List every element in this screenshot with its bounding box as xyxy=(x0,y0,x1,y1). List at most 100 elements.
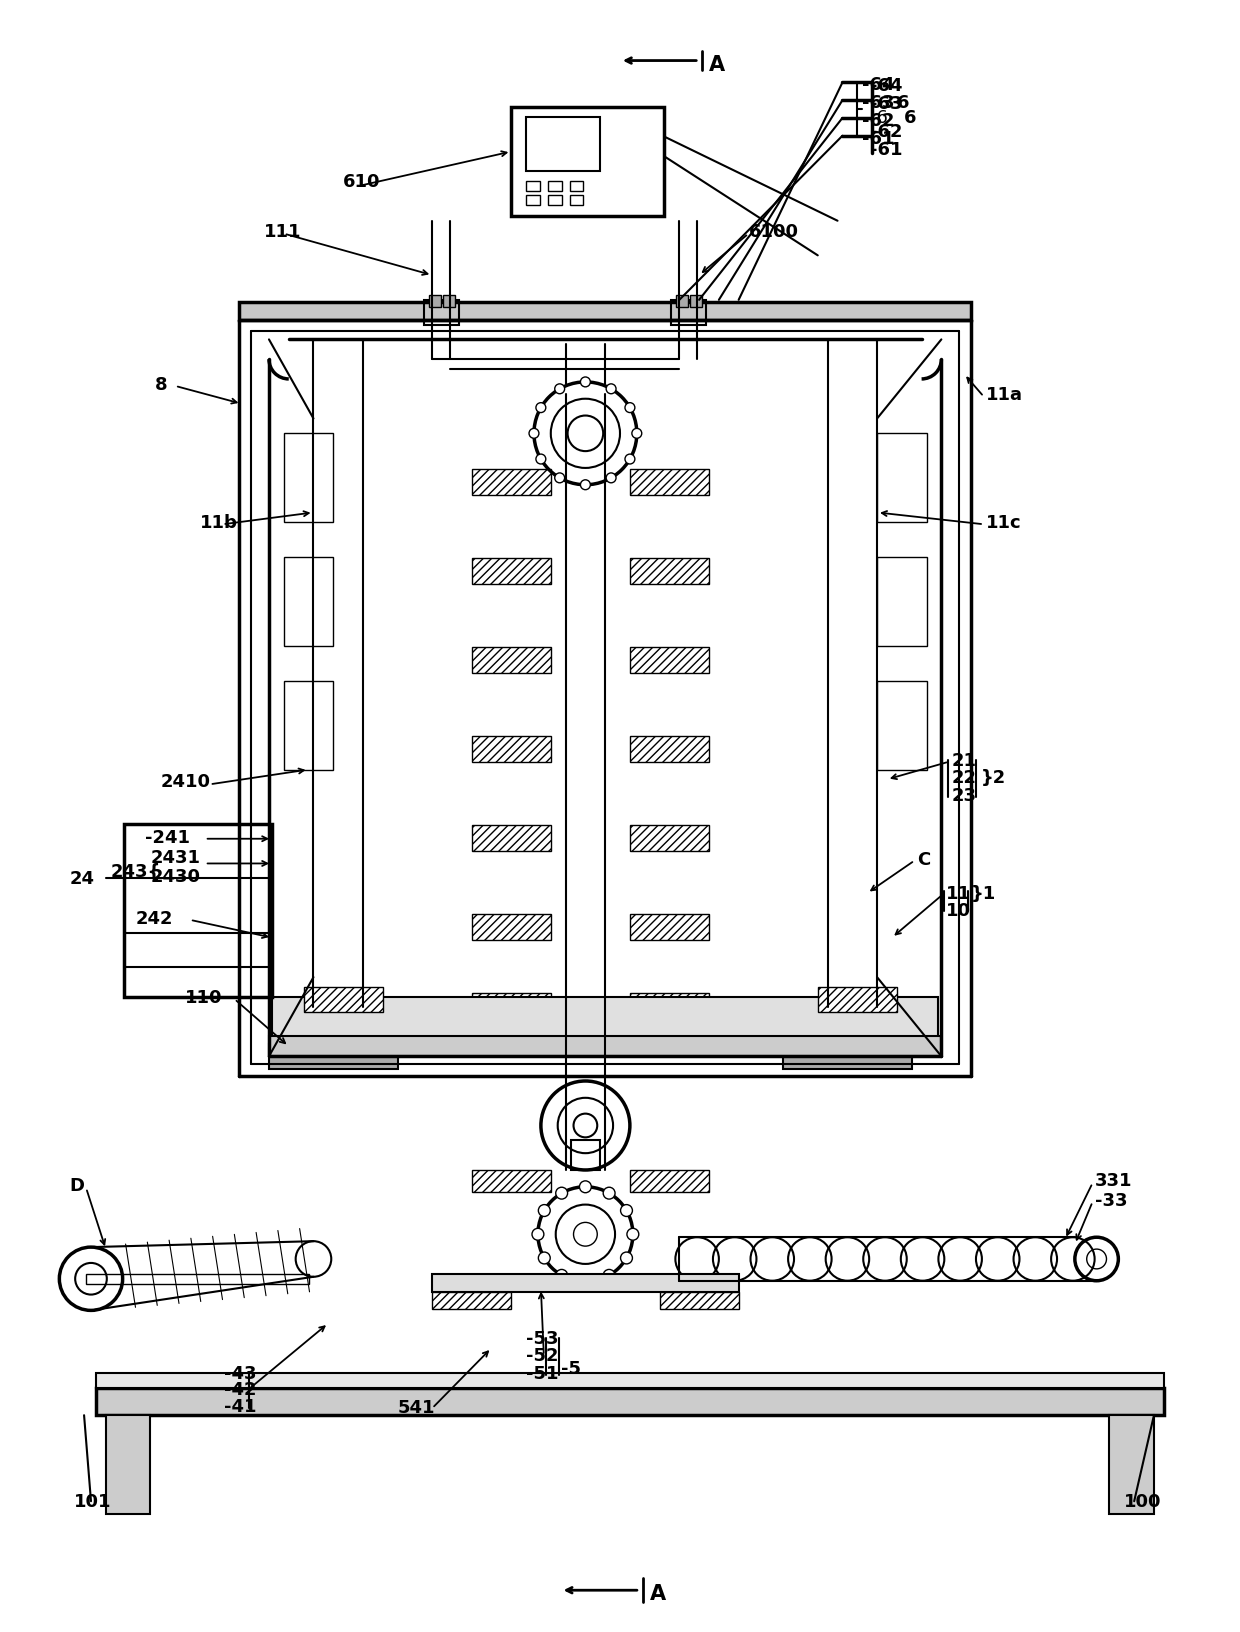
Bar xyxy=(429,295,441,307)
Circle shape xyxy=(627,1229,639,1240)
Circle shape xyxy=(632,429,642,439)
Bar xyxy=(671,300,706,325)
Bar xyxy=(471,736,551,762)
Bar xyxy=(471,470,551,496)
Bar xyxy=(877,681,926,770)
Text: 2431: 2431 xyxy=(150,849,201,867)
Bar xyxy=(630,648,709,674)
Text: -5: -5 xyxy=(560,1359,580,1377)
Bar xyxy=(471,648,551,674)
Bar xyxy=(630,558,709,584)
Bar xyxy=(272,997,939,1046)
Text: 111: 111 xyxy=(264,222,301,240)
Circle shape xyxy=(538,1252,551,1265)
Bar xyxy=(269,1036,941,1056)
Bar xyxy=(294,1012,383,1041)
Bar xyxy=(630,736,709,762)
Text: 100: 100 xyxy=(1125,1492,1162,1510)
Bar xyxy=(239,302,971,320)
Circle shape xyxy=(625,403,635,413)
Circle shape xyxy=(536,455,546,465)
Bar xyxy=(630,1170,709,1191)
Bar xyxy=(471,826,551,850)
Text: }1: }1 xyxy=(971,885,996,902)
Bar xyxy=(676,295,688,307)
Text: -61: -61 xyxy=(862,129,895,147)
Bar xyxy=(1110,1415,1154,1514)
Circle shape xyxy=(529,429,539,439)
Bar xyxy=(95,1373,1164,1387)
Bar xyxy=(526,118,600,173)
Bar xyxy=(817,987,897,1012)
Text: 610: 610 xyxy=(343,173,381,191)
Text: 6: 6 xyxy=(897,95,909,113)
Bar xyxy=(471,1170,551,1191)
Circle shape xyxy=(603,1188,615,1200)
Circle shape xyxy=(579,1182,591,1193)
Circle shape xyxy=(606,473,616,483)
Circle shape xyxy=(538,1204,551,1217)
Text: 541: 541 xyxy=(398,1399,435,1417)
Text: 2410: 2410 xyxy=(160,774,211,792)
Text: -63: -63 xyxy=(862,95,895,113)
Bar xyxy=(526,196,539,206)
Bar xyxy=(95,1387,1164,1415)
Text: D: D xyxy=(69,1177,84,1195)
Text: -53: -53 xyxy=(526,1330,558,1348)
Bar xyxy=(630,826,709,850)
Bar xyxy=(284,434,334,522)
Bar xyxy=(124,824,272,997)
Bar xyxy=(548,183,562,193)
Text: -51: -51 xyxy=(526,1364,558,1382)
Text: 110: 110 xyxy=(185,989,222,1007)
Bar xyxy=(784,1044,911,1069)
Bar xyxy=(424,300,459,325)
Text: 8: 8 xyxy=(155,375,167,393)
Circle shape xyxy=(580,480,590,490)
Text: -42: -42 xyxy=(224,1381,257,1399)
Bar xyxy=(877,434,926,522)
Circle shape xyxy=(579,1276,591,1288)
Bar xyxy=(569,183,583,193)
Text: -52: -52 xyxy=(526,1346,558,1364)
Text: 23: 23 xyxy=(951,787,976,805)
Circle shape xyxy=(603,1270,615,1281)
Text: 331: 331 xyxy=(1095,1172,1132,1190)
Bar xyxy=(471,558,551,584)
Text: 6: 6 xyxy=(904,109,916,127)
Bar xyxy=(443,295,455,307)
Bar xyxy=(548,196,562,206)
Text: -64: -64 xyxy=(862,77,895,95)
Circle shape xyxy=(606,385,616,395)
Bar xyxy=(511,108,665,217)
Circle shape xyxy=(536,403,546,413)
Bar xyxy=(304,987,383,1012)
Text: -33: -33 xyxy=(1095,1191,1127,1209)
Text: 22: 22 xyxy=(951,769,976,787)
Text: -62: -62 xyxy=(870,122,903,140)
Circle shape xyxy=(554,385,564,395)
Text: C: C xyxy=(916,850,930,868)
Text: 2430: 2430 xyxy=(150,868,201,886)
Circle shape xyxy=(556,1270,568,1281)
Bar xyxy=(432,1293,511,1309)
Bar xyxy=(471,914,551,940)
Text: 243{: 243{ xyxy=(110,863,161,881)
Bar xyxy=(808,1012,897,1041)
Bar xyxy=(284,558,334,646)
Circle shape xyxy=(556,1188,568,1200)
Bar xyxy=(269,1044,398,1069)
Text: }2: }2 xyxy=(981,769,1006,787)
Circle shape xyxy=(625,455,635,465)
Text: -6: -6 xyxy=(870,109,888,127)
Text: 10: 10 xyxy=(946,901,971,919)
Text: -41: -41 xyxy=(224,1397,257,1415)
Circle shape xyxy=(532,1229,544,1240)
Text: -61: -61 xyxy=(870,140,903,158)
Text: 6100: 6100 xyxy=(749,222,799,240)
Bar xyxy=(432,1275,739,1293)
Bar xyxy=(877,558,926,646)
Bar xyxy=(630,994,709,1018)
Circle shape xyxy=(554,473,564,483)
Text: 101: 101 xyxy=(74,1492,112,1510)
